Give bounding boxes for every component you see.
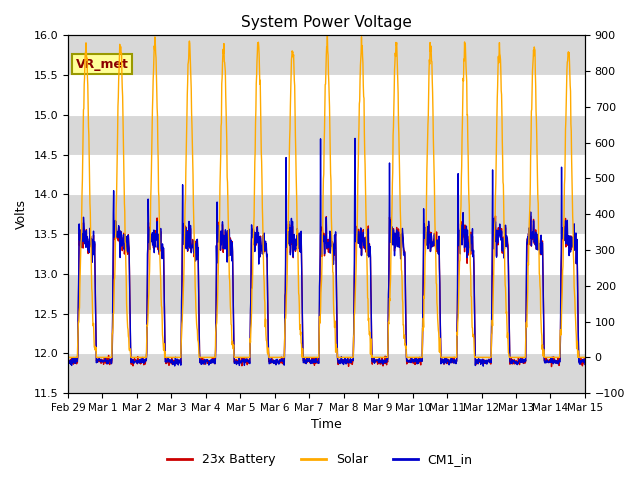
Bar (68, 36, 585, 75)
Bar (68, 353, 585, 393)
Legend: 23x Battery, Solar, CM1_in: 23x Battery, Solar, CM1_in (163, 448, 477, 471)
Bar (68, 274, 585, 313)
Bar (68, 115, 585, 155)
Text: VR_met: VR_met (76, 58, 129, 71)
Y-axis label: Volts: Volts (15, 199, 28, 229)
Bar (68, 194, 585, 234)
X-axis label: Time: Time (311, 419, 342, 432)
Title: System Power Voltage: System Power Voltage (241, 15, 412, 30)
